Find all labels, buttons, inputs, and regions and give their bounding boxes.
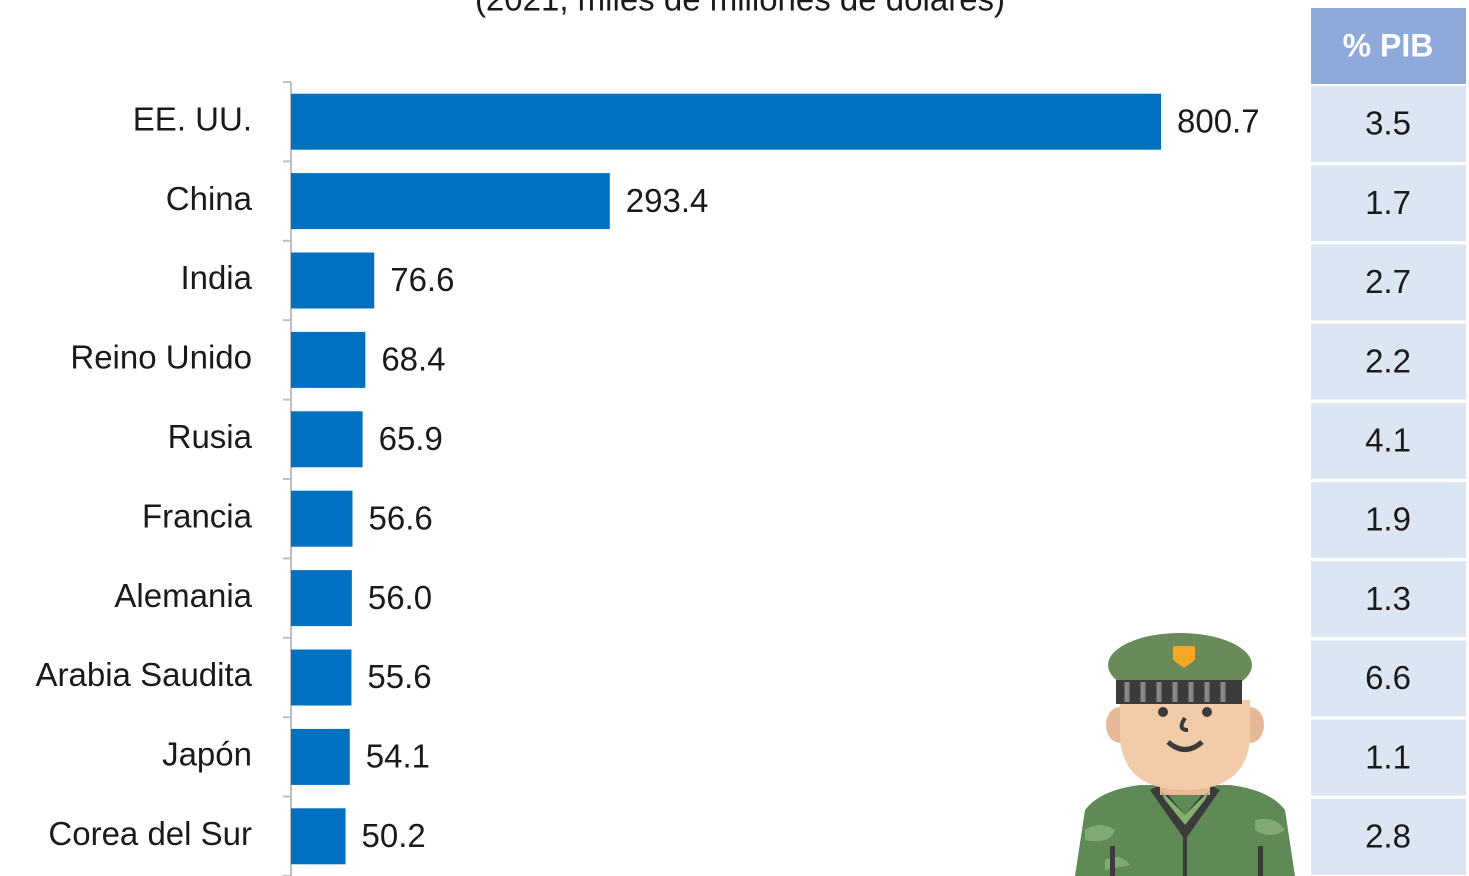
y-tick-label: India (180, 259, 252, 296)
table-value: 2.7 (1365, 263, 1411, 300)
bar (291, 650, 351, 706)
y-tick-label: Reino Unido (70, 339, 252, 376)
data-label: 56.6 (368, 499, 432, 536)
y-tick-label: Francia (142, 497, 253, 534)
y-tick-label: Alemania (114, 577, 252, 614)
table-value: 2.8 (1365, 818, 1411, 855)
table-value: 1.7 (1365, 184, 1411, 221)
bar (291, 173, 610, 229)
data-label: 68.4 (381, 341, 445, 378)
data-label: 55.6 (367, 658, 431, 695)
y-tick-label: Japón (162, 736, 252, 773)
y-tick-label: Corea del Sur (48, 815, 252, 852)
table-value: 1.9 (1365, 501, 1411, 538)
chart: (2021, miles de millones de dólares) % P… (0, 0, 1469, 876)
chart-subtitle: (2021, miles de millones de dólares) (475, 0, 1005, 18)
bar (291, 570, 352, 626)
table-value: 1.1 (1365, 738, 1411, 775)
data-label: 56.0 (368, 579, 432, 616)
data-label: 50.2 (362, 817, 426, 854)
y-tick-label: China (166, 180, 253, 217)
bar (291, 94, 1161, 150)
data-label: 76.6 (390, 261, 454, 298)
bar (291, 729, 350, 785)
bar (291, 253, 374, 309)
y-tick-label: Rusia (168, 418, 253, 455)
bar (291, 808, 346, 864)
data-label: 293.4 (626, 182, 709, 219)
bar (291, 491, 352, 547)
data-label: 65.9 (379, 420, 443, 457)
data-label: 54.1 (366, 738, 430, 775)
bar (291, 332, 365, 388)
bar (291, 411, 363, 467)
y-tick-label: Arabia Saudita (36, 656, 253, 693)
table-value: 1.3 (1365, 580, 1411, 617)
soldier-illustration (1075, 633, 1295, 876)
table-value: 3.5 (1365, 105, 1411, 142)
table-value: 4.1 (1365, 422, 1411, 459)
table-header: % PIB (1343, 27, 1434, 63)
table-value: 2.2 (1365, 342, 1411, 379)
y-tick-label: EE. UU. (133, 100, 252, 137)
data-label: 800.7 (1177, 102, 1260, 139)
table-value: 6.6 (1365, 659, 1411, 696)
